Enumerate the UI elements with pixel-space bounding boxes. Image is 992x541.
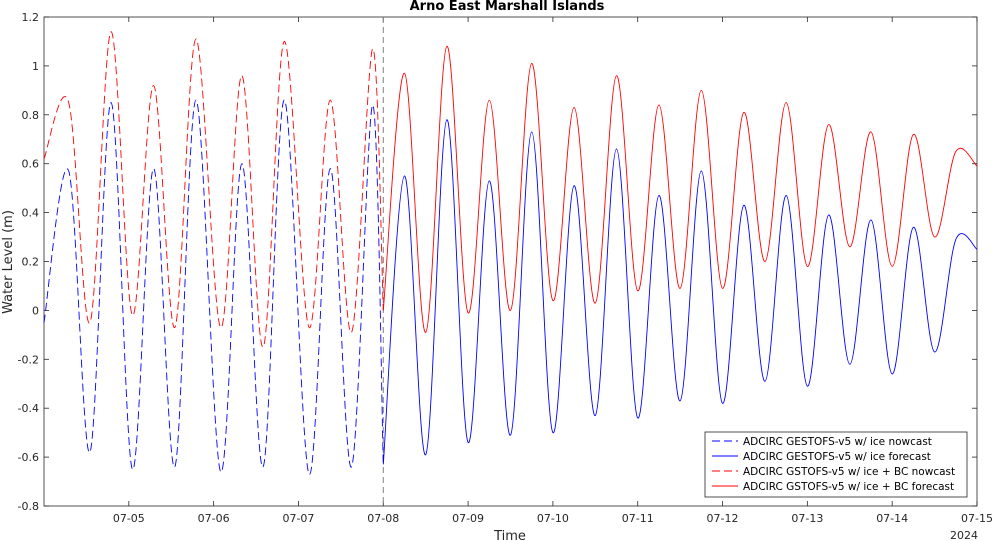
x-tick-label: 07-14 bbox=[876, 512, 908, 525]
x-tick-label: 07-06 bbox=[198, 512, 230, 525]
legend-label: ADCIRC GSTOFS-v5 w/ ice + BC nowcast bbox=[743, 466, 955, 478]
legend-label: ADCIRC GSTOFS-v5 w/ ice + BC forecast bbox=[743, 481, 954, 493]
legend: ADCIRC GESTOFS-v5 w/ ice nowcast ADCIRC G… bbox=[704, 431, 968, 498]
x-axis-label: Time bbox=[493, 529, 526, 541]
y-tick-label: -0.8 bbox=[18, 500, 39, 513]
series-line-1 bbox=[43, 99, 384, 475]
x-tick-label: 07-10 bbox=[537, 512, 569, 525]
series-line-3 bbox=[43, 31, 384, 348]
y-tick-label: 0.4 bbox=[22, 207, 40, 220]
y-tick-label: 0 bbox=[32, 304, 39, 317]
y-tick-label: 0.8 bbox=[22, 109, 40, 122]
y-tick-label: -0.6 bbox=[18, 451, 39, 464]
series-line-4 bbox=[382, 45, 978, 333]
y-tick-label: 1 bbox=[32, 60, 39, 73]
legend-label: ADCIRC GESTOFS-v5 w/ ice forecast bbox=[743, 451, 931, 463]
x-tick-label: 07-15 bbox=[961, 512, 992, 525]
y-tick-label: -0.2 bbox=[18, 353, 39, 366]
x-tick-label: 07-13 bbox=[791, 512, 823, 525]
x-tick-label: 07-11 bbox=[622, 512, 654, 525]
x-tick-label: 07-05 bbox=[113, 512, 145, 525]
x-tick-label: 07-12 bbox=[707, 512, 739, 525]
y-tick-label: 1.2 bbox=[22, 11, 40, 24]
y-tick-label: 0.6 bbox=[22, 158, 40, 171]
year-label: 2024 bbox=[950, 529, 978, 541]
y-tick-label: -0.4 bbox=[18, 402, 39, 415]
y-axis-label: Water Level (m) bbox=[1, 210, 16, 314]
chart-title: Arno East Marshall Islands bbox=[410, 0, 605, 14]
x-tick-label: 07-09 bbox=[452, 512, 484, 525]
y-tick-label: 0.2 bbox=[22, 256, 40, 269]
y-axis: -0.8 -0.6 -0.4 -0.2 0 0.2 0.4 0.6 0.8 1 1.2 bbox=[18, 11, 977, 513]
x-tick-label: 07-08 bbox=[367, 512, 399, 525]
x-axis: 07-05 07-06 07-07 07-08 07-09 07-10 07-11 07-12… bbox=[113, 17, 992, 525]
legend-box bbox=[704, 431, 968, 498]
x-tick-label: 07-07 bbox=[282, 512, 314, 525]
legend-label: ADCIRC GESTOFS-v5 w/ ice nowcast bbox=[743, 436, 932, 448]
